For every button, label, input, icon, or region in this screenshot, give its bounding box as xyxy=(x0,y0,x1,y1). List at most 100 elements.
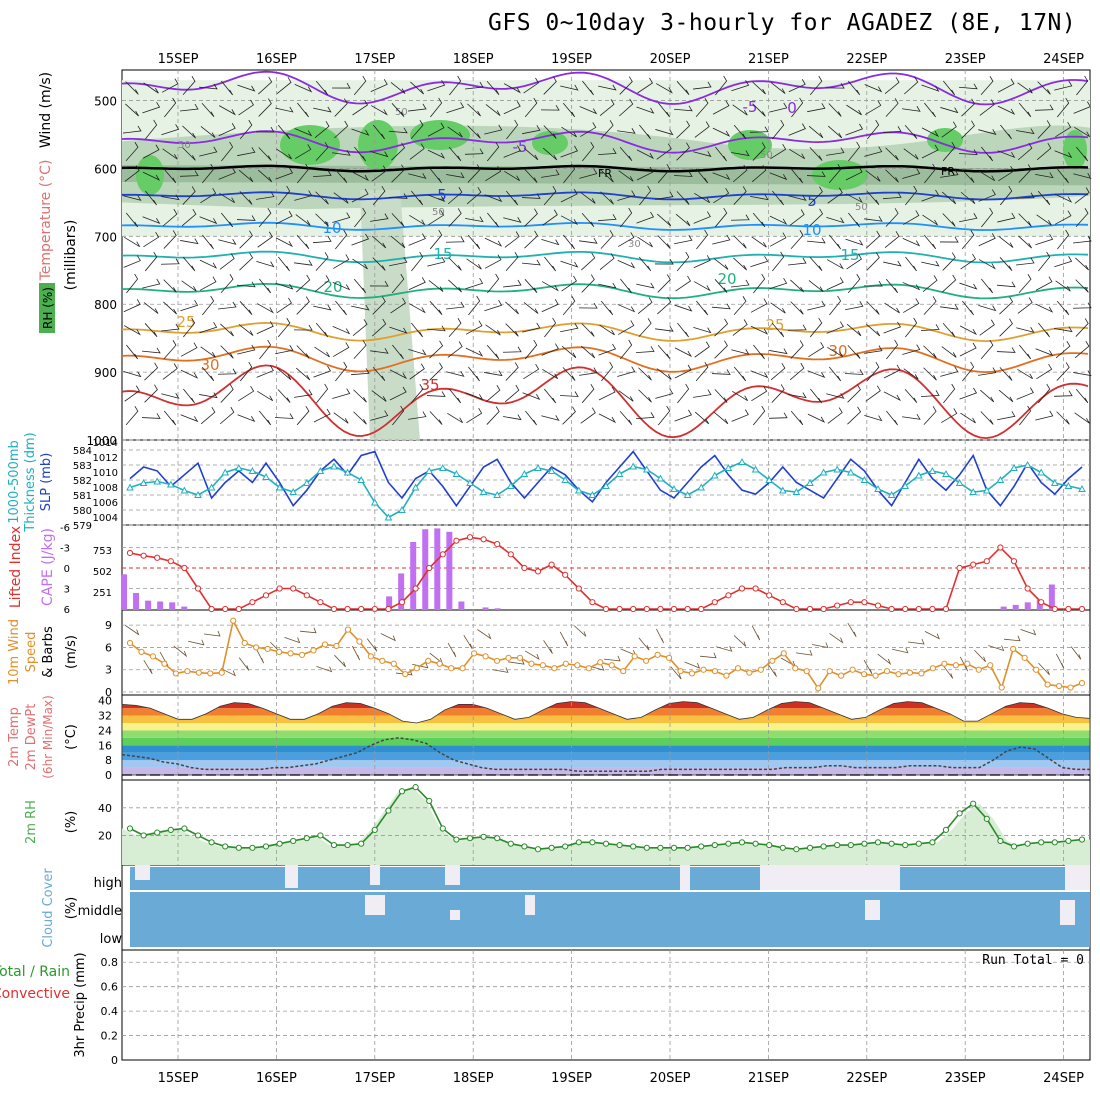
rh2m-point xyxy=(888,840,895,847)
date-axis-top: 15SEP 16SEP 17SEP 18SEP 19SEP 20SEP 21SEP 22SEP… xyxy=(158,52,1085,67)
wind-barb xyxy=(238,385,255,402)
wind-barb xyxy=(180,342,198,357)
lifted-index-point xyxy=(1065,605,1072,613)
wind-barb xyxy=(752,405,766,426)
wind-barb xyxy=(180,369,199,379)
wind-barb xyxy=(1016,387,1034,400)
wind-barb xyxy=(1019,405,1032,426)
wind-barb xyxy=(788,195,807,201)
wind-barb xyxy=(1076,75,1089,96)
wind-barb xyxy=(1074,126,1091,138)
rh2m-point xyxy=(1024,840,1031,847)
wind10-speed-point xyxy=(516,654,524,661)
wind-barb xyxy=(543,185,557,206)
wind-barb xyxy=(163,410,177,426)
wind-barb xyxy=(962,361,975,382)
wind-barb xyxy=(753,273,766,294)
rh2m-point xyxy=(766,841,773,849)
wind-barb xyxy=(939,236,959,243)
wind10-barb xyxy=(638,637,650,651)
thickness-point xyxy=(234,463,243,471)
thickness-point xyxy=(1064,481,1073,489)
wind10-speed-point xyxy=(585,665,592,672)
wind-barb xyxy=(163,230,177,249)
wind-barb xyxy=(809,208,824,227)
rh2m-point xyxy=(453,836,460,843)
rh2m-point xyxy=(902,841,909,849)
wind-barb xyxy=(921,144,939,159)
rh2m-point xyxy=(466,835,474,842)
wind-barb xyxy=(845,238,864,246)
wind10-speed-point xyxy=(344,626,352,633)
wind-barb xyxy=(391,164,405,183)
wind10-speed-point xyxy=(688,670,696,677)
wind-barb xyxy=(958,149,978,155)
wind-barb xyxy=(351,304,370,311)
wind-barb xyxy=(408,303,426,314)
wind-barb xyxy=(582,141,595,162)
wind-barb xyxy=(636,211,655,224)
wind-barb xyxy=(655,129,674,136)
wind-barb xyxy=(980,411,994,425)
wind-barb xyxy=(523,302,539,314)
thickness-tick-label: 580 xyxy=(73,506,92,517)
lifted-index-point xyxy=(426,564,433,572)
wind-barb xyxy=(541,343,559,356)
wind-barb xyxy=(238,324,254,336)
wind-barb xyxy=(960,191,976,205)
wind-barb xyxy=(410,81,424,95)
wind-barb xyxy=(563,234,575,250)
wind-barb xyxy=(162,208,178,227)
wind-barb xyxy=(730,214,750,221)
thickness-point xyxy=(316,466,325,474)
wind10-speed-point xyxy=(998,684,1005,691)
wind10-speed-point xyxy=(390,660,397,667)
isotherm-label: 30 xyxy=(828,342,847,360)
thickness-point xyxy=(221,468,230,476)
wind-barb xyxy=(1037,190,1051,206)
wind-barb xyxy=(389,326,408,334)
wind-barb xyxy=(674,347,693,358)
wind10-speed-point xyxy=(711,668,719,675)
wind10-barb xyxy=(1020,628,1037,636)
lifted-index-point xyxy=(589,599,596,606)
wind-barb xyxy=(826,147,845,156)
wind-barb xyxy=(581,323,595,337)
wind-barb xyxy=(160,258,180,265)
date-label-top: 20SEP xyxy=(650,52,691,67)
wind-barb xyxy=(219,192,236,204)
wind-barb xyxy=(714,340,728,359)
wind10-barb xyxy=(508,659,525,665)
wind-barb xyxy=(788,79,806,93)
wind-barb xyxy=(788,123,806,136)
wind-barb xyxy=(333,412,349,424)
wind-barb xyxy=(353,340,367,359)
wind-barb xyxy=(750,256,769,268)
wind-barb xyxy=(123,370,142,378)
wind-barb xyxy=(388,193,408,199)
wind-barb xyxy=(351,128,370,136)
thickness-point xyxy=(1037,468,1046,476)
wind-barb xyxy=(278,185,291,206)
wind-barb xyxy=(1017,142,1033,161)
wind-barb xyxy=(675,213,691,227)
wind-barb xyxy=(923,296,937,315)
cloud-gap xyxy=(370,865,380,885)
lifted-index-point xyxy=(834,602,841,609)
wind-barb xyxy=(635,346,655,354)
wind-barb xyxy=(864,146,883,157)
wind-barb xyxy=(600,169,614,183)
thickness-point xyxy=(194,490,202,498)
wind-barb xyxy=(505,252,519,272)
lifted-index-point xyxy=(575,585,582,592)
wind-barb xyxy=(882,192,902,200)
wind-barb xyxy=(353,75,367,96)
wind-barb xyxy=(656,368,672,380)
wind-barb xyxy=(751,386,768,402)
thickness-point xyxy=(778,486,787,494)
wind10-barb xyxy=(733,635,747,647)
wind-barb xyxy=(1054,256,1073,268)
wind-barb xyxy=(446,102,465,114)
rh2m-point xyxy=(1078,836,1086,843)
wind-barb xyxy=(770,144,787,160)
